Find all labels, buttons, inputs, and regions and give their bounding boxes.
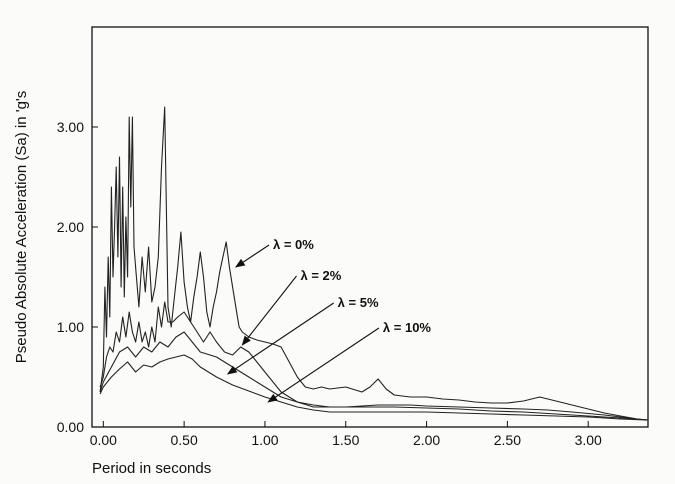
plot-frame	[91, 26, 649, 428]
x-axis: 0.00 0.50 1.00 1.50 2.00 2.50 3.00	[90, 421, 602, 448]
series-line-2	[99, 331, 649, 421]
x-axis-title: Period in seconds	[92, 460, 211, 477]
x-tick-label: 0.50	[171, 432, 198, 448]
x-tick-label: 0.00	[90, 432, 117, 448]
x-tick-label: 2.50	[494, 432, 521, 448]
annotation-label: λ = 5%	[338, 295, 379, 310]
annotation-arrow	[226, 302, 334, 375]
y-tick-label: 2.00	[57, 219, 84, 235]
x-tick-label: 2.00	[413, 432, 440, 448]
series-line-3	[99, 354, 649, 421]
y-axis-title: Pseudo Absolute Acceleration (Sa) in 'g'…	[13, 91, 30, 364]
x-tick-label: 3.00	[575, 432, 602, 448]
annotation-arrow	[241, 275, 297, 346]
y-tick-label: 0.00	[57, 419, 84, 435]
annotation-arrow	[235, 244, 270, 268]
y-tick-label: 3.00	[57, 119, 84, 135]
y-axis: 0.00 1.00 2.00 3.00	[57, 119, 98, 435]
series-layer	[99, 106, 649, 421]
annotation-label: λ = 0%	[273, 237, 314, 252]
y-tick-label: 1.00	[57, 319, 84, 335]
annotation-arrow	[267, 327, 380, 403]
x-tick-label: 1.00	[251, 432, 278, 448]
x-tick-label: 1.50	[332, 432, 359, 448]
series-line-0	[99, 106, 649, 421]
series-line-1	[99, 301, 649, 421]
annotation-label: λ = 10%	[383, 320, 432, 335]
annotation-label: λ = 2%	[301, 268, 342, 283]
annotation-layer: λ = 0% λ = 2% λ = 5% λ = 10%	[226, 237, 432, 403]
